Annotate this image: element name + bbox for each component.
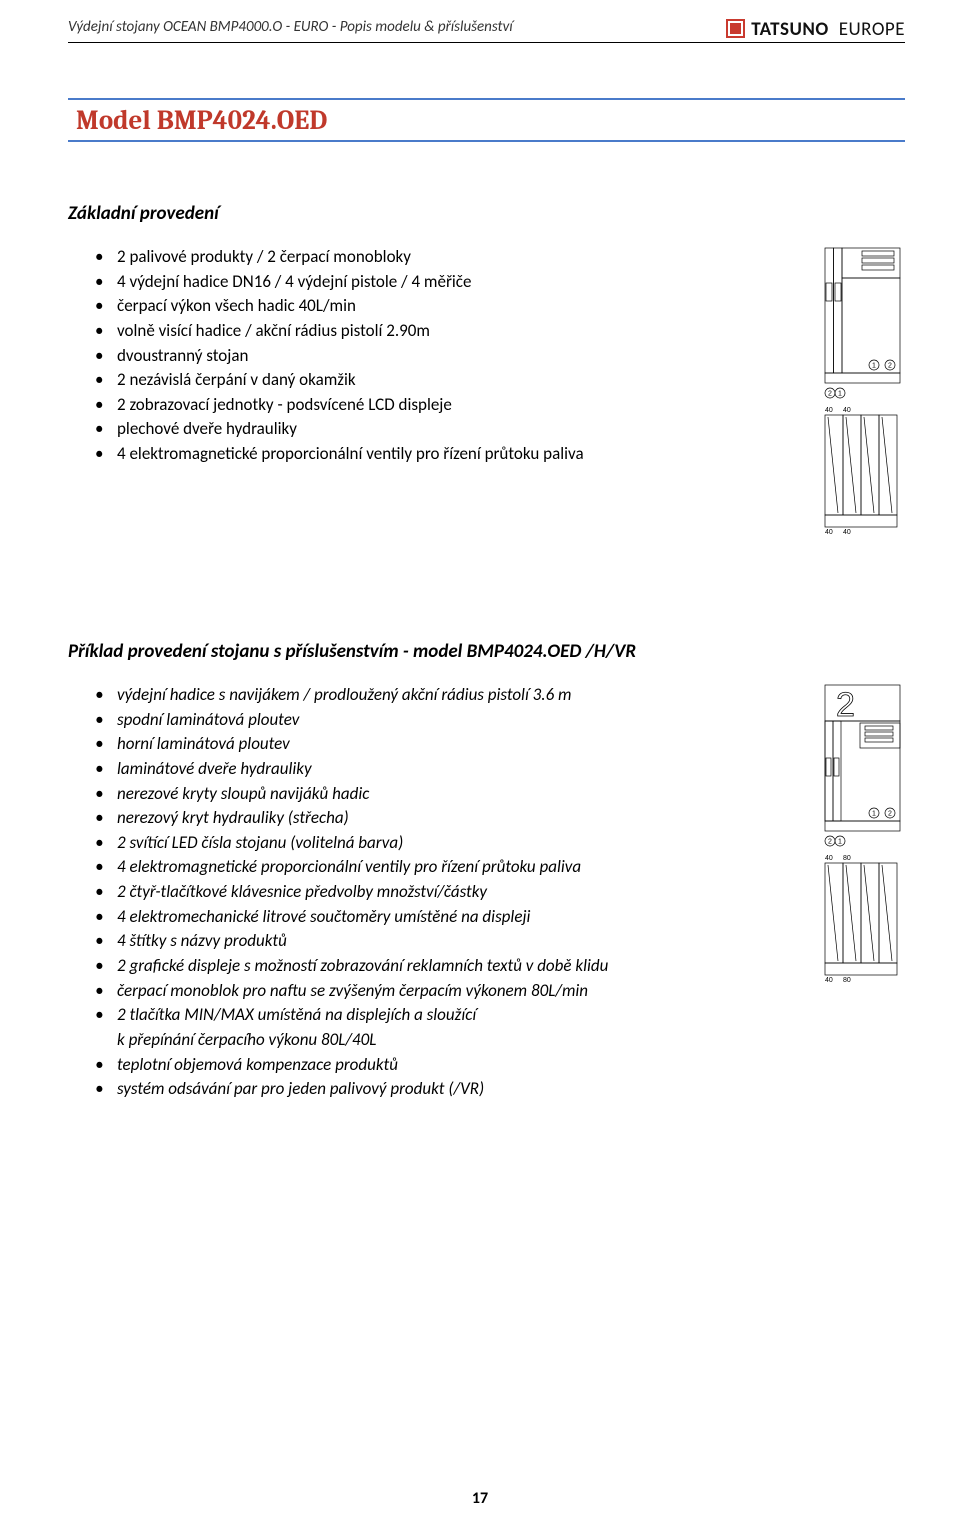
list-item: 4 výdejní hadice DN16 / 4 výdejní pistol…: [95, 270, 584, 295]
list-item: 4 elektromagnetické proporcionální venti…: [95, 855, 608, 880]
d2-lbl: 2: [828, 839, 832, 846]
list-item: 2 grafické displeje s možností zobrazová…: [95, 954, 608, 979]
list-item: 4 štítky s názvy produktů: [95, 929, 608, 954]
brand-logo: TATSUNO EUROPE: [726, 18, 905, 41]
d2-lbl: 40: [825, 855, 833, 862]
section1-list: 2 palivové produkty / 2 čerpací monoblok…: [95, 245, 584, 467]
tatsuno-mark-icon: [726, 19, 745, 38]
list-item: čerpací výkon všech hadic 40L/min: [95, 294, 584, 319]
list-item: volně visící hadice / akční rádius pisto…: [95, 319, 584, 344]
section2-title: Příklad provedení stojanu s příslušenstv…: [68, 640, 905, 663]
list-item: k přepínání čerpacího výkonu 80L/40L: [95, 1028, 608, 1053]
list-item: dvoustranný stojan: [95, 344, 584, 369]
d1-lbl: 1: [872, 363, 876, 370]
list-item: plechové dveře hydrauliky: [95, 417, 584, 442]
doc-title: Výdejní stojany OCEAN BMP4000.O - EURO -…: [68, 18, 513, 36]
section1-title: Základní provedení: [68, 202, 905, 225]
list-item: teplotní objemová kompenzace produktů: [95, 1053, 608, 1078]
doc-header: Výdejní stojany OCEAN BMP4000.O - EURO -…: [68, 18, 905, 43]
brand-name: TATSUNO: [751, 18, 829, 41]
d2-lbl: 80: [843, 855, 851, 862]
d2-lbl: 1: [838, 839, 842, 846]
list-item: 4 elektromagnetické proporcionální venti…: [95, 442, 584, 467]
diagram-1: 1 2 2 1 40 40 40 40: [770, 245, 905, 535]
list-item: 2 tlačítka MIN/MAX umístěná na displejíc…: [95, 1003, 608, 1028]
d1-lbl: 40: [825, 407, 833, 414]
list-item: laminátové dveře hydrauliky: [95, 757, 608, 782]
d1-lbl: 40: [843, 407, 851, 414]
list-item: nerezový kryt hydrauliky (střecha): [95, 806, 608, 831]
d1-lbl: 1: [838, 391, 842, 398]
model-title-box: Model BMP4024.OED: [68, 98, 905, 142]
brand-suffix: EUROPE: [839, 18, 905, 41]
list-item: horní laminátová ploutev: [95, 732, 608, 757]
d1-lbl: 2: [888, 363, 892, 370]
page-number: 17: [0, 1489, 960, 1508]
d1-lbl: 40: [843, 529, 851, 535]
diagram-2: 2: [770, 683, 905, 983]
section2-list: výdejní hadice s navijákem / prodloužený…: [95, 683, 608, 1102]
d2-lbl: 2: [888, 811, 892, 818]
model-title: Model BMP4024.OED: [76, 105, 327, 136]
list-item: 2 zobrazovací jednotky - podsvícené LCD …: [95, 393, 584, 418]
list-item: 4 elektromechanické litrové součtoměry u…: [95, 905, 608, 930]
list-item: čerpací monoblok pro naftu se zvýšeným č…: [95, 979, 608, 1004]
d2-lbl: 1: [872, 811, 876, 818]
list-item: spodní laminátová ploutev: [95, 708, 608, 733]
list-item: nerezové kryty sloupů navijáků hadic: [95, 782, 608, 807]
list-item: 2 palivové produkty / 2 čerpací monoblok…: [95, 245, 584, 270]
list-item: výdejní hadice s navijákem / prodloužený…: [95, 683, 608, 708]
d2-big2: 2: [836, 686, 855, 724]
d2-lbl: 80: [843, 977, 851, 983]
list-item: 2 nezávislá čerpání v daný okamžik: [95, 368, 584, 393]
d1-lbl: 40: [825, 529, 833, 535]
list-item: 2 čtyř-tlačítkové klávesnice předvolby m…: [95, 880, 608, 905]
d2-lbl: 40: [825, 977, 833, 983]
list-item: systém odsávání par pro jeden palivový p…: [95, 1077, 608, 1102]
d1-lbl: 2: [828, 391, 832, 398]
list-item: 2 svítící LED čísla stojanu (volitelná b…: [95, 831, 608, 856]
